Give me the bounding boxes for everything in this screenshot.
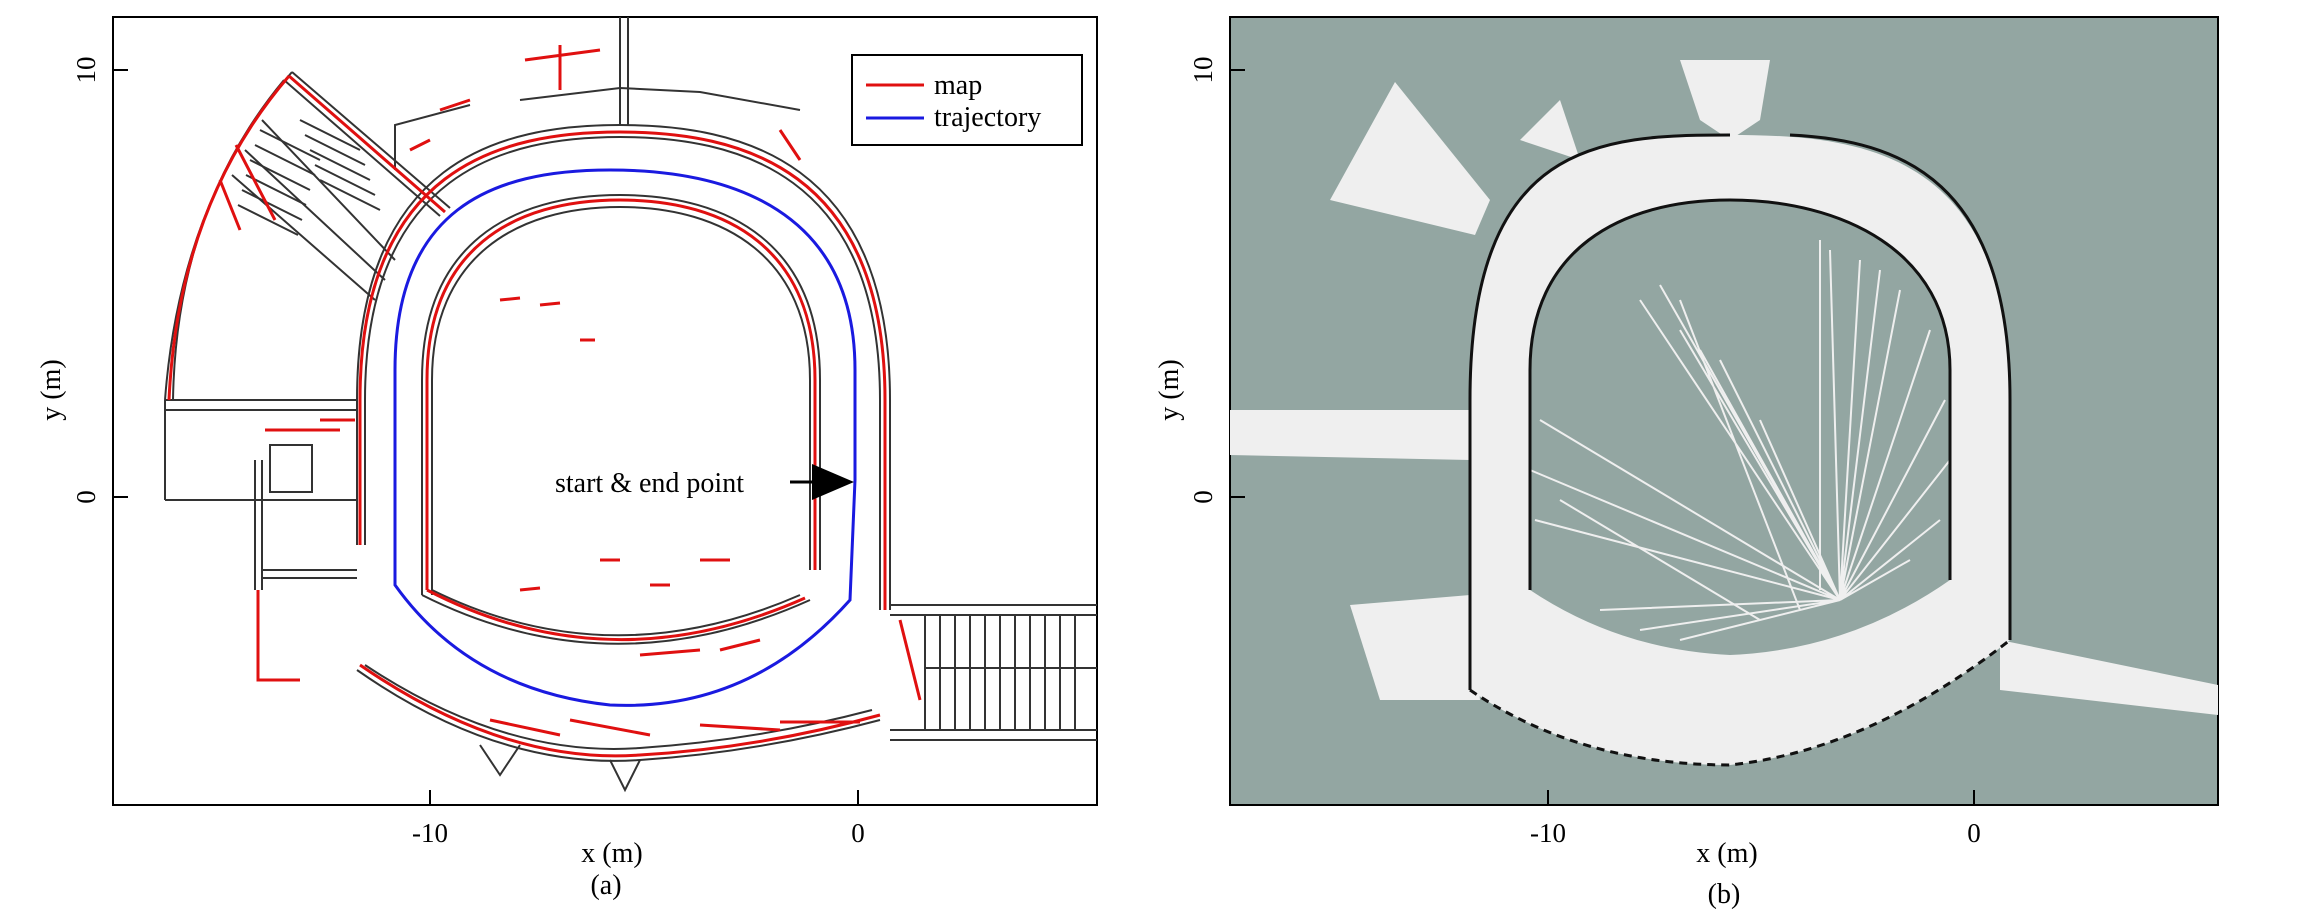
floor-plan (164, 17, 1097, 793)
legend-box (851, 54, 1083, 146)
panel-b-ylabel: y (m) (1154, 359, 1185, 420)
panel-a-xlabel: x (m) (581, 838, 642, 869)
panel-a-ylabel: y (m) (36, 359, 67, 420)
legend-map-label: map (934, 70, 982, 101)
panel-b-axes: 10 0 -10 0 x (m) y (m) (b) (1154, 57, 1981, 911)
map-trace (167, 45, 922, 758)
panel-b-ytick-0: 0 (1188, 490, 1218, 504)
panel-b-ytick-10: 10 (1188, 57, 1218, 84)
panel-b-caption: (b) (1708, 879, 1741, 910)
panel-a-ytick-0: 0 (71, 490, 101, 504)
panel-a-ytick-10: 10 (71, 57, 101, 84)
panel-a: start & end point map trajectory 10 0 -1… (36, 16, 1098, 902)
trajectory-trace (393, 168, 857, 707)
panel-b-xtick-minus10: -10 (1530, 818, 1566, 848)
start-end-annotation: start & end point (555, 468, 744, 499)
panel-a-caption: (a) (590, 870, 621, 901)
panel-b: 10 0 -10 0 x (m) y (m) (b) (1154, 16, 2219, 911)
legend: map trajectory (851, 54, 1083, 146)
inner-unknown-region (1530, 200, 1950, 655)
legend-trajectory-label: trajectory (934, 102, 1041, 133)
occupied-walls (1468, 133, 2012, 767)
panel-b-xlabel: x (m) (1696, 838, 1757, 869)
panel-a-xtick-0: 0 (851, 818, 865, 848)
panel-a-xtick-minus10: -10 (412, 818, 448, 848)
panel-b-xtick-0: 0 (1967, 818, 1981, 848)
scan-rays (1529, 240, 1951, 641)
panel-a-axes: 10 0 -10 0 x (m) y (m) (a) (36, 57, 865, 902)
